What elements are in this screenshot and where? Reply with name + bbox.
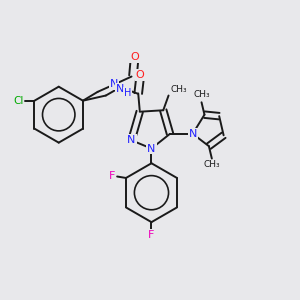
- Text: H: H: [124, 88, 131, 98]
- Text: H: H: [118, 84, 125, 94]
- Text: F: F: [148, 230, 155, 239]
- Text: CH₃: CH₃: [170, 85, 187, 94]
- Text: F: F: [109, 171, 115, 181]
- Text: N: N: [188, 129, 197, 139]
- Text: O: O: [130, 52, 139, 62]
- Text: N: N: [110, 80, 118, 89]
- Text: CH₃: CH₃: [193, 90, 210, 99]
- Text: N: N: [127, 135, 136, 145]
- Text: N: N: [147, 143, 156, 154]
- Text: O: O: [136, 70, 144, 80]
- Text: CH₃: CH₃: [203, 160, 220, 169]
- Text: N: N: [116, 84, 124, 94]
- Text: Cl: Cl: [13, 96, 23, 106]
